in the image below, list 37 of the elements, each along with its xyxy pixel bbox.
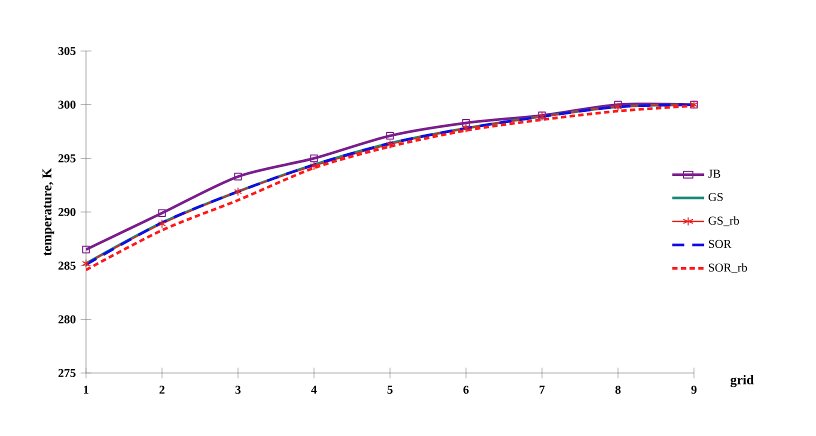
- y-tick-label: 280: [58, 315, 76, 324]
- legend-label: JB: [708, 170, 720, 178]
- x-axis-title: grid: [730, 374, 754, 388]
- x-tick-label: 7: [540, 386, 545, 394]
- point: [234, 172, 242, 180]
- legend-label: GS_rb: [708, 216, 739, 226]
- y-tick-label: 290: [58, 208, 76, 216]
- legend-label: SOR: [708, 240, 732, 248]
- x-tick-label: 4: [311, 386, 317, 394]
- y-tick-label: 295: [58, 154, 76, 162]
- point: [614, 102, 622, 112]
- legend-label: GS: [708, 192, 723, 202]
- y-tick-label: 275: [58, 368, 76, 378]
- point: [82, 258, 90, 268]
- point: [462, 119, 470, 127]
- x-tick-label: 3: [235, 386, 241, 394]
- x-tick-label: 8: [615, 386, 621, 394]
- x-tick-label: 9: [691, 386, 697, 394]
- point: [386, 140, 394, 149]
- x-tick-label: 2: [160, 386, 164, 394]
- y-tick-label: 300: [58, 100, 76, 109]
- x-tick-label: 1: [84, 386, 88, 394]
- y-tick-label: 285: [58, 262, 76, 270]
- point: [82, 246, 90, 254]
- point: [614, 100, 622, 109]
- legend-label: SOR_rb: [708, 263, 747, 274]
- point: [158, 219, 166, 228]
- x-tick-label: 6: [463, 386, 469, 394]
- y-axis-title: temperature, K: [42, 168, 54, 256]
- point: [158, 209, 166, 217]
- point: [310, 161, 318, 170]
- x-tick-label: 5: [387, 386, 393, 394]
- y-tick-label: 305: [58, 46, 76, 56]
- point: [234, 187, 242, 196]
- point: [386, 132, 394, 140]
- point: [462, 124, 470, 133]
- point: [310, 154, 318, 162]
